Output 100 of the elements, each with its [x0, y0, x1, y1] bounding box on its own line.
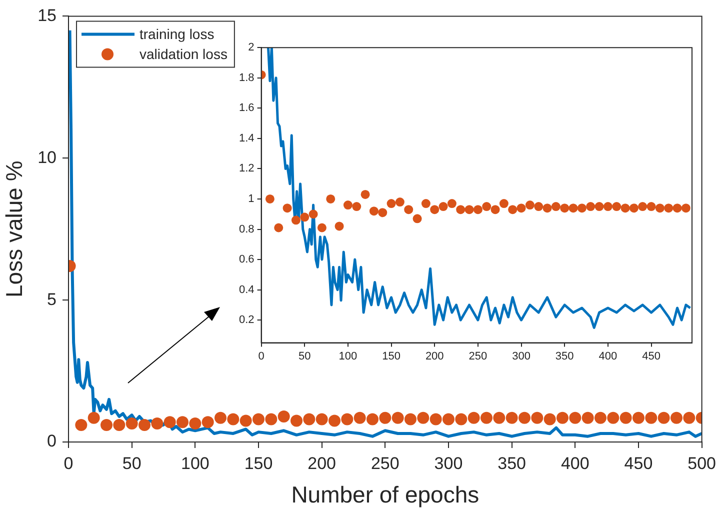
point — [612, 202, 622, 212]
point — [421, 199, 430, 208]
point — [328, 414, 340, 427]
point — [638, 202, 648, 212]
point — [392, 412, 404, 424]
point — [473, 205, 482, 214]
point — [308, 210, 318, 219]
x-tick-label: 400 — [598, 350, 618, 362]
point — [300, 212, 310, 222]
x-tick-label: 200 — [308, 454, 336, 473]
x-tick-label: 0 — [258, 350, 264, 362]
point — [430, 205, 440, 214]
point — [531, 412, 544, 424]
point — [126, 418, 138, 430]
point — [354, 412, 366, 424]
point — [352, 202, 362, 212]
point — [274, 223, 284, 232]
point — [176, 416, 189, 428]
point — [670, 412, 682, 424]
point — [290, 414, 302, 427]
x-tick-label: 150 — [244, 454, 273, 473]
point — [560, 204, 570, 213]
point — [265, 413, 278, 426]
point — [681, 204, 690, 213]
x-tick-label: 450 — [624, 454, 653, 473]
y-tick-label: 0.8 — [238, 223, 254, 236]
point — [404, 413, 416, 426]
y-tick-label: 5 — [47, 290, 57, 309]
y-tick-label: 15 — [38, 6, 57, 25]
point — [464, 205, 474, 214]
point — [490, 205, 500, 214]
point — [569, 412, 582, 424]
point — [629, 204, 638, 213]
y-tick-label: 1.2 — [238, 162, 254, 175]
point — [417, 412, 430, 424]
point — [672, 204, 682, 213]
x-tick-label: 400 — [560, 454, 590, 473]
point — [582, 412, 594, 424]
x-tick-label: 150 — [382, 350, 400, 362]
point — [577, 204, 586, 213]
point — [430, 413, 442, 426]
point — [317, 223, 326, 232]
point — [202, 416, 214, 428]
point — [499, 199, 508, 208]
point — [303, 413, 316, 426]
point — [412, 214, 422, 224]
legend-label: training loss — [140, 26, 214, 42]
point — [291, 216, 300, 225]
x-tick-label: 0 — [64, 454, 74, 473]
point — [341, 413, 354, 426]
point — [594, 202, 604, 212]
point — [438, 202, 448, 212]
point — [360, 190, 370, 199]
y-tick-label: 1.6 — [238, 102, 254, 114]
point — [265, 194, 274, 204]
point — [88, 412, 100, 424]
x-tick-label: 450 — [642, 350, 660, 362]
y-tick-label: 1.8 — [238, 72, 254, 84]
point — [100, 418, 113, 431]
point — [138, 418, 151, 431]
point — [468, 412, 480, 424]
point — [456, 205, 466, 214]
x-tick-label: 200 — [425, 350, 444, 362]
point — [189, 418, 202, 430]
x-tick-label: 350 — [498, 454, 526, 473]
point — [316, 413, 328, 426]
point — [482, 202, 492, 212]
legend-label: validation loss — [140, 46, 228, 62]
point — [278, 410, 290, 422]
point — [404, 205, 414, 214]
point — [518, 412, 530, 424]
point — [516, 204, 526, 213]
x-tick-label: 300 — [512, 350, 530, 362]
point — [151, 418, 164, 430]
point — [252, 413, 264, 426]
point — [75, 418, 88, 431]
point — [683, 412, 696, 424]
point — [214, 412, 227, 424]
point — [603, 202, 612, 212]
x-tick-label: 250 — [468, 350, 488, 362]
x-tick-label: 100 — [180, 454, 210, 473]
y-tick-label: 0 — [47, 432, 57, 451]
y-tick-label: 2 — [248, 42, 254, 54]
point — [664, 204, 674, 213]
point — [378, 208, 388, 218]
point — [334, 222, 344, 231]
point — [645, 412, 658, 424]
point — [586, 202, 596, 212]
point — [508, 205, 518, 214]
x-tick-label: 250 — [370, 454, 400, 473]
point — [326, 194, 336, 204]
point — [493, 412, 506, 424]
point — [556, 412, 568, 424]
point — [240, 414, 252, 427]
point — [551, 202, 560, 212]
y-tick-label: 1 — [248, 193, 254, 206]
point — [542, 204, 552, 213]
point — [282, 204, 292, 213]
point — [594, 412, 606, 424]
x-tick-label: 100 — [338, 350, 358, 362]
